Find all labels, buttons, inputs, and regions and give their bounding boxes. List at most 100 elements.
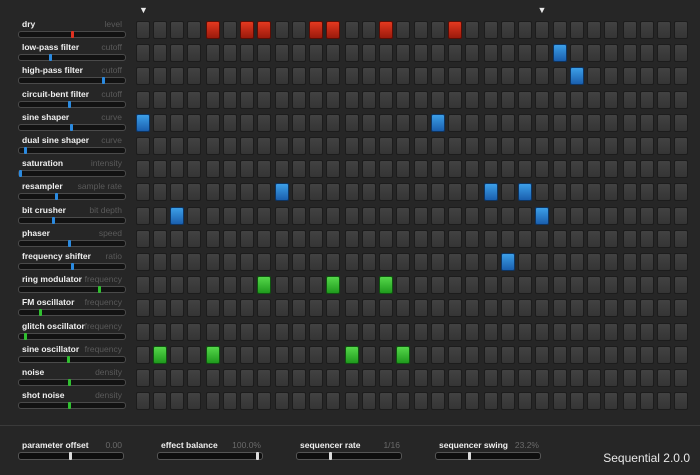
step-cell-sine-shaper-5[interactable] — [205, 113, 220, 132]
step-cell-sine-oscillator-3[interactable] — [170, 345, 184, 364]
step-cell-sine-oscillator-14[interactable] — [361, 345, 376, 364]
step-cell-shot-noise-18[interactable] — [431, 392, 445, 411]
step-cell-bit-crusher-11[interactable] — [309, 206, 323, 225]
step-cell-phaser-27[interactable] — [587, 229, 601, 248]
effect-balance-slider[interactable] — [157, 452, 263, 460]
step-cell-sine-shaper-13[interactable] — [344, 113, 359, 132]
step-cell-resampler-1[interactable] — [136, 183, 150, 202]
step-cell-shot-noise-6[interactable] — [222, 392, 237, 411]
step-cell-frequency-shifter-9[interactable] — [275, 253, 289, 271]
step-cell-dry-14[interactable] — [361, 21, 376, 39]
step-cell-glitch-oscillator-11[interactable] — [309, 322, 323, 341]
step-cell-dry-18[interactable] — [431, 21, 445, 39]
step-cell-sine-oscillator-2[interactable] — [153, 345, 167, 364]
step-cell-ring-modulator-4[interactable] — [187, 276, 201, 295]
step-cell-sine-oscillator-10[interactable] — [292, 345, 306, 364]
step-cell-saturation-19[interactable] — [448, 160, 462, 179]
step-cell-sine-oscillator-7[interactable] — [239, 345, 254, 364]
step-cell-phaser-16[interactable] — [395, 229, 410, 248]
step-cell-dual-sine-shaper-10[interactable] — [292, 137, 306, 155]
step-cell-noise-19[interactable] — [448, 369, 462, 387]
step-cell-sine-oscillator-22[interactable] — [500, 345, 515, 364]
dry-slider[interactable] — [18, 31, 126, 38]
step-cell-glitch-oscillator-7[interactable] — [239, 322, 254, 341]
step-cell-low-pass-filter-23[interactable] — [517, 44, 532, 63]
step-cell-resampler-26[interactable] — [570, 183, 584, 202]
step-cell-dry-17[interactable] — [414, 21, 428, 39]
step-cell-sine-shaper-32[interactable] — [673, 113, 688, 132]
step-cell-dual-sine-shaper-9[interactable] — [275, 137, 289, 155]
step-cell-high-pass-filter-7[interactable] — [239, 67, 254, 86]
step-cell-bit-crusher-31[interactable] — [656, 206, 671, 225]
step-cell-bit-crusher-16[interactable] — [395, 206, 410, 225]
step-cell-bit-crusher-28[interactable] — [604, 206, 618, 225]
step-cell-sine-shaper-9[interactable] — [275, 113, 289, 132]
step-cell-bit-crusher-30[interactable] — [639, 206, 654, 225]
step-cell-ring-modulator-31[interactable] — [656, 276, 671, 295]
step-cell-shot-noise-10[interactable] — [292, 392, 306, 411]
step-cell-resampler-9[interactable] — [275, 183, 289, 202]
step-cell-phaser-18[interactable] — [431, 229, 445, 248]
step-cell-shot-noise-2[interactable] — [153, 392, 167, 411]
step-cell-resampler-6[interactable] — [222, 183, 237, 202]
step-cell-noise-24[interactable] — [534, 369, 549, 387]
step-cell-circuit-bent-filter-8[interactable] — [256, 90, 271, 109]
loop-start-marker[interactable]: ▼ — [139, 5, 148, 15]
step-cell-high-pass-filter-14[interactable] — [361, 67, 376, 86]
noise-slider-knob[interactable] — [68, 379, 71, 386]
step-cell-phaser-8[interactable] — [256, 229, 271, 248]
step-cell-dual-sine-shaper-16[interactable] — [395, 137, 410, 155]
step-cell-circuit-bent-filter-12[interactable] — [326, 90, 340, 109]
step-cell-circuit-bent-filter-25[interactable] — [553, 90, 567, 109]
step-cell-low-pass-filter-28[interactable] — [604, 44, 618, 63]
step-cell-frequency-shifter-11[interactable] — [309, 253, 323, 271]
step-cell-glitch-oscillator-24[interactable] — [534, 322, 549, 341]
step-cell-dry-28[interactable] — [604, 21, 618, 39]
step-cell-bit-crusher-3[interactable] — [170, 206, 184, 225]
step-cell-frequency-shifter-20[interactable] — [465, 253, 479, 271]
step-cell-dry-25[interactable] — [553, 21, 567, 39]
step-cell-dry-16[interactable] — [395, 21, 410, 39]
step-cell-sine-shaper-16[interactable] — [395, 113, 410, 132]
step-cell-low-pass-filter-32[interactable] — [673, 44, 688, 63]
step-cell-bit-crusher-18[interactable] — [431, 206, 445, 225]
step-cell-bit-crusher-29[interactable] — [622, 206, 637, 225]
step-cell-glitch-oscillator-26[interactable] — [570, 322, 584, 341]
step-cell-frequency-shifter-6[interactable] — [222, 253, 237, 271]
step-cell-sine-oscillator-11[interactable] — [309, 345, 323, 364]
step-cell-phaser-32[interactable] — [673, 229, 688, 248]
step-cell-glitch-oscillator-22[interactable] — [500, 322, 515, 341]
step-cell-fm-oscillator-3[interactable] — [170, 299, 184, 318]
step-cell-fm-oscillator-26[interactable] — [570, 299, 584, 318]
step-cell-sine-oscillator-12[interactable] — [326, 345, 340, 364]
step-cell-fm-oscillator-25[interactable] — [553, 299, 567, 318]
step-cell-low-pass-filter-1[interactable] — [136, 44, 150, 63]
step-cell-phaser-3[interactable] — [170, 229, 184, 248]
step-cell-sine-shaper-11[interactable] — [309, 113, 323, 132]
step-cell-bit-crusher-26[interactable] — [570, 206, 584, 225]
step-cell-noise-25[interactable] — [553, 369, 567, 387]
step-cell-noise-30[interactable] — [639, 369, 654, 387]
step-cell-noise-15[interactable] — [378, 369, 393, 387]
step-cell-sine-oscillator-5[interactable] — [205, 345, 220, 364]
step-cell-dry-13[interactable] — [344, 21, 359, 39]
step-cell-bit-crusher-4[interactable] — [187, 206, 201, 225]
step-cell-sine-shaper-20[interactable] — [465, 113, 479, 132]
step-cell-frequency-shifter-13[interactable] — [344, 253, 359, 271]
step-cell-shot-noise-29[interactable] — [622, 392, 637, 411]
step-cell-phaser-13[interactable] — [344, 229, 359, 248]
step-cell-shot-noise-23[interactable] — [517, 392, 532, 411]
dual-sine-shaper-slider[interactable] — [18, 147, 126, 154]
step-cell-noise-13[interactable] — [344, 369, 359, 387]
step-cell-low-pass-filter-8[interactable] — [256, 44, 271, 63]
step-cell-bit-crusher-24[interactable] — [534, 206, 549, 225]
step-cell-fm-oscillator-32[interactable] — [673, 299, 688, 318]
step-cell-sine-shaper-18[interactable] — [431, 113, 445, 132]
step-cell-dual-sine-shaper-19[interactable] — [448, 137, 462, 155]
step-cell-resampler-19[interactable] — [448, 183, 462, 202]
phaser-slider-knob[interactable] — [68, 239, 71, 247]
step-cell-resampler-22[interactable] — [500, 183, 515, 202]
step-cell-dry-31[interactable] — [656, 21, 671, 39]
step-cell-phaser-22[interactable] — [500, 229, 515, 248]
step-cell-phaser-14[interactable] — [361, 229, 376, 248]
